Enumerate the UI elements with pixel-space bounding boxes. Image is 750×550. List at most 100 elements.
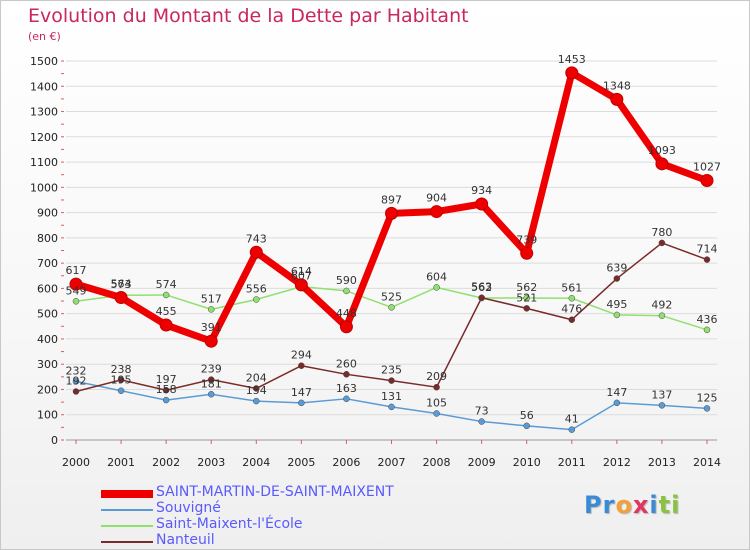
data-point [523,305,530,312]
data-point [475,197,489,211]
data-label: 639 [606,262,627,275]
data-label: 436 [697,313,718,326]
data-label: 1453 [558,53,586,66]
data-point [430,205,444,219]
data-label: 154 [246,384,267,397]
data-point [433,284,440,291]
data-label: 521 [516,291,537,304]
data-label: 714 [697,243,718,256]
data-point [433,410,440,417]
chart-title: Evolution du Montant de la Dette par Hab… [28,5,469,27]
data-label: 476 [561,303,582,316]
data-point [162,396,170,404]
y-tick-label: 100 [37,409,58,422]
logo-letter: i [649,491,659,519]
x-tick-label: 2000 [62,456,90,469]
data-point [72,388,80,395]
data-point [703,256,711,263]
data-point [658,402,666,409]
data-point [565,66,579,80]
data-label: 455 [156,305,177,318]
data-label: 573 [111,278,132,291]
x-tick-label: 2005 [287,456,315,469]
y-tick-label: 1000 [30,181,58,194]
data-label: 604 [426,270,447,283]
data-point [703,405,711,412]
data-label: 549 [66,284,87,297]
data-label: 574 [156,278,177,291]
data-label: 41 [565,413,579,426]
legend-swatch [101,509,153,511]
logo-letter: t [658,491,672,519]
data-point [72,378,80,385]
data-label: 105 [426,396,447,409]
data-label: 158 [156,383,177,396]
data-label: 192 [66,374,87,387]
y-tick-label: 1500 [30,55,58,68]
data-label: 590 [336,274,357,287]
data-point [613,399,621,407]
data-label: 137 [651,388,672,401]
data-point [207,306,215,313]
data-label: 517 [201,292,222,305]
x-tick-label: 2012 [603,456,631,469]
data-label: 492 [651,299,672,312]
series-lines [69,66,714,433]
data-point [613,275,621,282]
x-tick-label: 2010 [513,456,541,469]
data-label: 904 [426,192,447,205]
y-tick-label: 1100 [30,156,58,169]
data-label: 73 [475,405,489,418]
logo-letter: P [584,491,603,519]
x-tick-label: 2001 [107,456,135,469]
data-point [658,239,666,247]
data-label: 525 [381,290,402,303]
data-labels: 232 195 158 181 154 147 163 131 105 73 56 41 147 137 1… [66,53,722,426]
data-label: 147 [291,386,312,399]
legend-swatch [101,541,153,543]
data-label: 495 [606,298,627,311]
data-label: 235 [381,364,402,377]
data-label: 617 [66,264,87,277]
data-label: 147 [606,386,627,399]
data-label: 562 [516,281,537,294]
y-tick-label: 900 [37,207,58,220]
x-tick-label: 2008 [423,456,451,469]
logo-letter: i [671,491,681,519]
data-label: 607 [291,270,312,283]
data-point [523,294,530,302]
data-point [700,174,714,188]
data-point [703,326,711,334]
y-tick-label: 500 [37,308,58,321]
data-point [114,290,128,304]
data-point [207,391,215,398]
data-label: 260 [336,357,357,370]
data-label: 195 [111,374,132,387]
data-point [388,377,395,384]
data-label: 1093 [648,144,676,157]
x-tick-label: 2014 [693,456,721,469]
data-label: 294 [291,349,312,362]
data-point [613,311,621,319]
data-point [568,426,576,433]
axes: 0 100 200 300 400 500 600 700 800 900 1000 1100 1200… [30,55,721,469]
legend-label: Souvigné [156,500,221,516]
data-label: 181 [201,377,222,390]
data-point [343,395,350,403]
y-tick-label: 200 [37,383,58,396]
data-point [117,376,125,384]
data-point [69,277,83,291]
data-label: 209 [426,370,447,383]
data-point [478,418,485,425]
data-point [117,387,125,394]
data-label: 739 [516,233,537,246]
data-label: 125 [697,391,718,404]
logo-letter: x [632,491,650,519]
y-tick-label: 1400 [30,80,58,93]
y-tick-label: 600 [37,282,58,295]
data-point [253,397,260,405]
data-point [388,304,395,311]
data-point [568,295,576,302]
data-point [385,206,398,220]
